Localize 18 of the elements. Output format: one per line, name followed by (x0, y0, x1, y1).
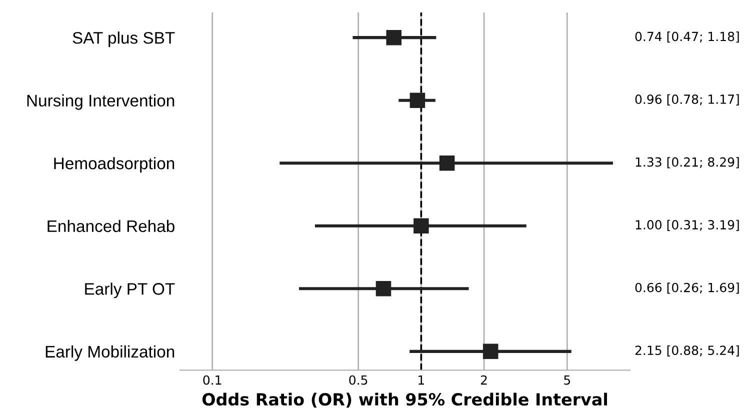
y-tick-label: Early PT OT (85, 282, 175, 298)
data-label: 0.74 [0.47; 1.18] (635, 32, 739, 43)
data-label: 0.96 [0.78; 1.17] (635, 94, 739, 106)
data-label: 1.00 [0.31; 3.19] (636, 220, 739, 231)
x-tick-label: 0.1 (203, 375, 222, 385)
y-tick-label: Enhanced Rehab (48, 220, 174, 232)
y-tick-label: Nursing Intervention (27, 94, 174, 110)
y-tick-label: Hemoadsorption (54, 157, 174, 173)
x-tick-label: 0.5 (349, 375, 368, 385)
x-tick-label: 5 (564, 375, 570, 385)
y-tick-label: Early Mobilization (46, 345, 174, 361)
data-label: 1.33 [0.21; 8.29] (636, 157, 739, 168)
x-tick-label: 1 (418, 375, 424, 385)
data-label: 0.66 [0.26; 1.69] (635, 282, 739, 294)
x-tick-label: 2 (480, 375, 487, 385)
x-axis-title: Odds Ratio (OR) with 95% Credible Interval (202, 392, 607, 408)
data-label: 2.15 [0.88; 5.24] (635, 345, 739, 357)
y-tick-label: SAT plus SBT (72, 32, 175, 48)
